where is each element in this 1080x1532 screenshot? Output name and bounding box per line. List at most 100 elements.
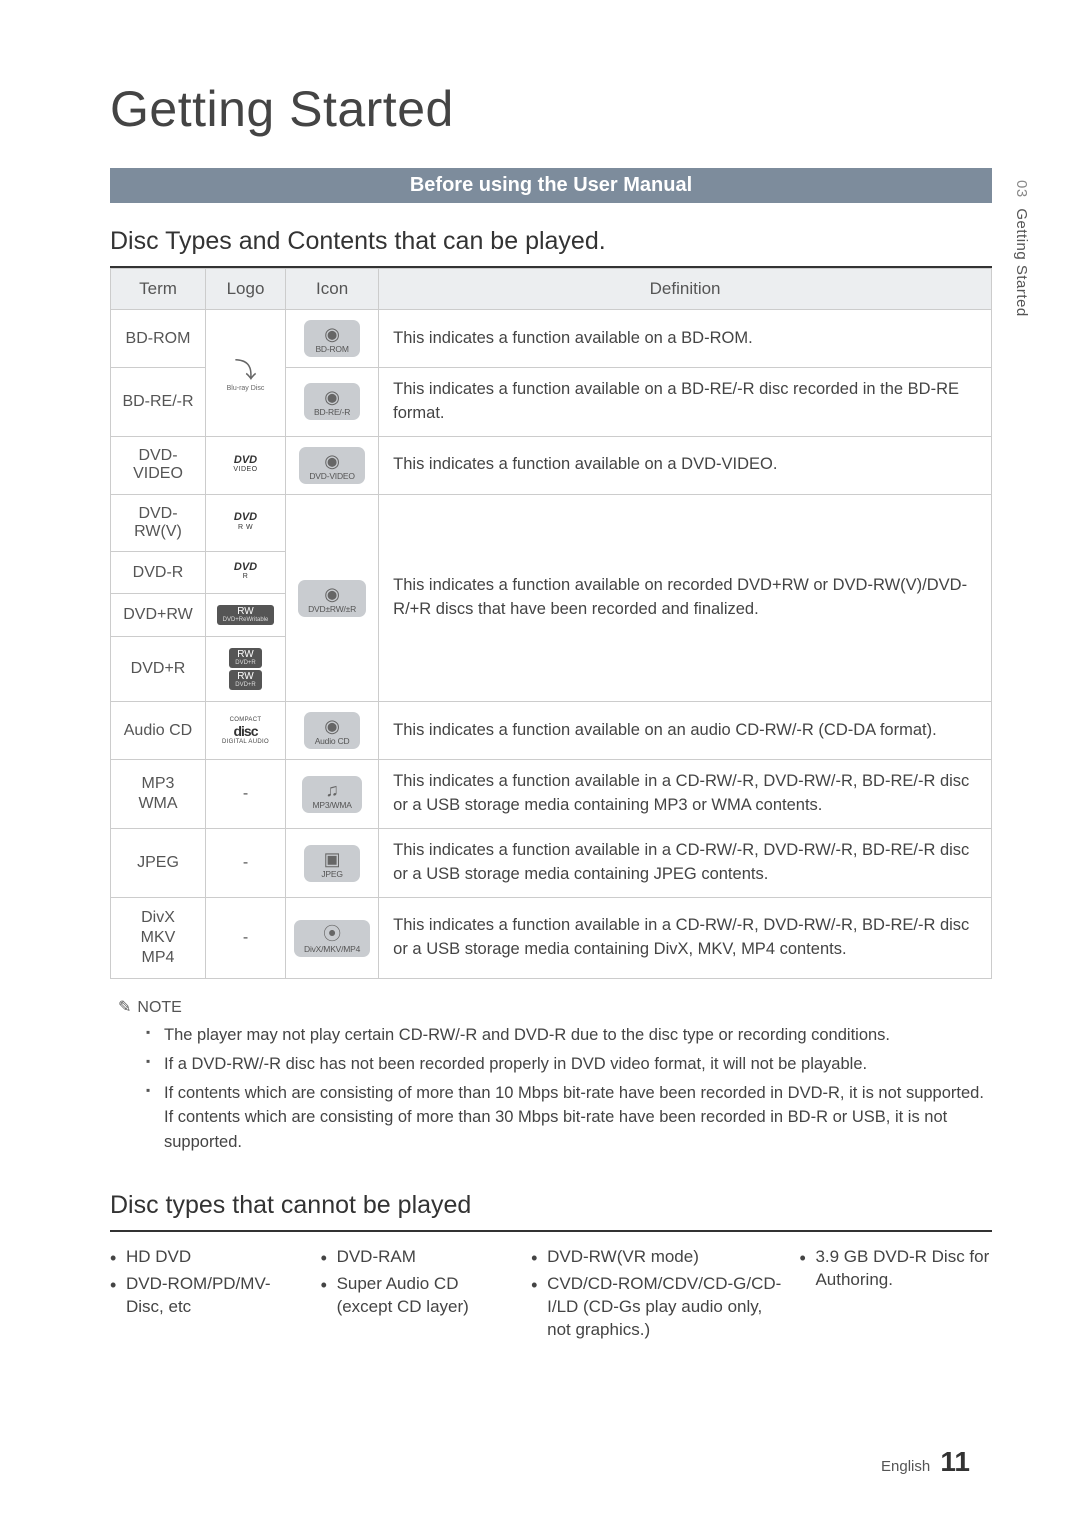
- cell-logo-dash: -: [206, 829, 286, 898]
- icon-label: BD-RE/-R: [314, 407, 350, 417]
- cell-term: BD-RE/-R: [111, 368, 206, 437]
- side-tab-label: Getting Started: [1013, 208, 1030, 316]
- cell-term: Audio CD: [111, 702, 206, 760]
- disc-icon: ◉DVD-VIDEO: [299, 447, 364, 484]
- pencil-icon: ✎: [118, 999, 131, 1016]
- cell-icon: ◉ BD-ROM: [286, 310, 379, 368]
- disc-glyph: ◉: [324, 585, 340, 603]
- icon-label: MP3/WMA: [312, 800, 351, 810]
- cell-icon: ◉BD-RE/-R: [286, 368, 379, 437]
- logo-sub: VIDEO: [233, 466, 257, 473]
- list-item: 3.9 GB DVD-R Disc for Authoring.: [799, 1246, 992, 1292]
- cell-term: DVD+RW: [111, 594, 206, 637]
- disc-glyph: ◉: [324, 325, 340, 343]
- disc-glyph: ◉: [324, 388, 340, 406]
- cell-logo-dvd-plus-r: RWDVD+R RWDVD+R: [206, 637, 286, 702]
- dvd-logo: DVDVIDEO: [233, 455, 257, 474]
- th-logo: Logo: [206, 269, 286, 310]
- disc-icon: ◉ BD-ROM: [304, 320, 360, 357]
- cell-definition: This indicates a function available in a…: [379, 898, 992, 979]
- icon-label: DivX/MKV/MP4: [304, 944, 360, 954]
- list-item: DVD-RAM: [321, 1246, 514, 1269]
- side-tab-number: 03: [1013, 180, 1030, 198]
- disc-types-table: Term Logo Icon Definition BD-ROM ⤵ Blu-r…: [110, 268, 992, 979]
- table-row: Audio CD COMPACT disc DIGITAL AUDIO ◉Aud…: [111, 702, 992, 760]
- cell-term: JPEG: [111, 829, 206, 898]
- page-number: 11: [940, 1446, 970, 1477]
- th-definition: Definition: [379, 269, 992, 310]
- icon-label: JPEG: [321, 869, 342, 879]
- list-item: CVD/CD-ROM/CDV/CD-G/CD-I/LD (CD-Gs play …: [531, 1273, 781, 1342]
- page-title: Getting Started: [110, 80, 992, 138]
- cell-definition: This indicates a function available on a…: [379, 436, 992, 494]
- note-heading: ✎ NOTE: [118, 997, 992, 1017]
- note-item: If a DVD-RW/-R disc has not been recorde…: [146, 1052, 992, 1077]
- cell-term: DVD-R: [111, 551, 206, 594]
- subtitle-cannot-play: Disc types that cannot be played: [110, 1191, 992, 1220]
- cell-definition: This indicates a function available on r…: [379, 494, 992, 702]
- badge-sub: DVD+R: [235, 682, 256, 688]
- cell-logo-dvd-plus-rw: RWDVD+ReWritable: [206, 594, 286, 637]
- cell-term: DVD+R: [111, 637, 206, 702]
- cell-logo-dash: -: [206, 760, 286, 829]
- rw-badge: RWDVD+R: [229, 648, 262, 668]
- photo-glyph: ▣: [324, 850, 341, 868]
- divider: [110, 1230, 992, 1232]
- cell-logo-dvd-rw: DVDR W: [206, 494, 286, 551]
- cell-icon: ⦿DivX/MKV/MP4: [286, 898, 379, 979]
- list-item: DVD-RW(VR mode): [531, 1246, 781, 1269]
- list-item: DVD-ROM/PD/MV-Disc, etc: [110, 1273, 303, 1319]
- cell-logo-dvd-video: DVDVIDEO: [206, 436, 286, 494]
- section-banner: Before using the User Manual: [110, 168, 992, 203]
- th-icon: Icon: [286, 269, 379, 310]
- cd-logo-main: disc: [214, 723, 277, 739]
- cannot-col-1: HD DVD DVD-ROM/PD/MV-Disc, etc: [110, 1246, 303, 1346]
- video-icon: ⦿DivX/MKV/MP4: [294, 920, 370, 957]
- disc-icon: ◉BD-RE/-R: [304, 383, 360, 420]
- footer-language: English: [881, 1458, 930, 1475]
- cannot-col-4: 3.9 GB DVD-R Disc for Authoring.: [799, 1246, 992, 1346]
- badge-main: RW: [237, 671, 253, 682]
- subtitle-disc-types-playable: Disc Types and Contents that can be play…: [110, 227, 992, 256]
- rw-badge: RWDVD+R: [229, 670, 262, 690]
- icon-label: DVD-VIDEO: [309, 471, 354, 481]
- cell-icon: ◉DVD±RW/±R: [286, 494, 379, 702]
- table-row: BD-ROM ⤵ Blu-ray Disc ◉ BD-ROM This indi…: [111, 310, 992, 368]
- logo-main: DVD: [234, 454, 257, 466]
- cd-logo-sub: DIGITAL AUDIO: [214, 739, 277, 745]
- cell-term: BD-ROM: [111, 310, 206, 368]
- icon-label: Audio CD: [315, 736, 350, 746]
- cell-definition: This indicates a function available on a…: [379, 702, 992, 760]
- list-item: Super Audio CD (except CD layer): [321, 1273, 514, 1319]
- note-list: The player may not play certain CD-RW/-R…: [118, 1023, 992, 1155]
- cannot-col-2: DVD-RAM Super Audio CD (except CD layer): [321, 1246, 514, 1346]
- cannot-col-3: DVD-RW(VR mode) CVD/CD-ROM/CDV/CD-G/CD-I…: [531, 1246, 781, 1346]
- cell-definition: This indicates a function available on a…: [379, 368, 992, 437]
- cell-icon: ▣JPEG: [286, 829, 379, 898]
- cell-icon: ◉Audio CD: [286, 702, 379, 760]
- note-item: The player may not play certain CD-RW/-R…: [146, 1023, 992, 1048]
- film-glyph: ⦿: [323, 925, 341, 943]
- cell-definition: This indicates a function available in a…: [379, 829, 992, 898]
- disc-icon: ◉DVD±RW/±R: [298, 580, 366, 617]
- badge-sub: DVD+R: [235, 660, 256, 666]
- table-row: JPEG - ▣JPEG This indicates a function a…: [111, 829, 992, 898]
- page-footer: English 11: [881, 1446, 970, 1478]
- table-row: DVD-VIDEO DVDVIDEO ◉DVD-VIDEO This indic…: [111, 436, 992, 494]
- photo-icon: ▣JPEG: [304, 845, 360, 882]
- music-icon: ♫MP3/WMA: [302, 776, 361, 813]
- badge-main: RW: [237, 649, 253, 660]
- list-item: HD DVD: [110, 1246, 303, 1269]
- side-tab: 03 Getting Started: [1013, 180, 1030, 317]
- bluray-disc-icon: ⤵: [234, 358, 256, 383]
- cell-term: DivX MKV MP4: [111, 898, 206, 979]
- cell-logo-dvd-r: DVDR: [206, 551, 286, 594]
- cell-definition: This indicates a function available on a…: [379, 310, 992, 368]
- note-label: NOTE: [137, 999, 181, 1016]
- cell-icon: ◉DVD-VIDEO: [286, 436, 379, 494]
- logo-sub: R: [234, 573, 257, 580]
- rw-badge: RWDVD+ReWritable: [217, 605, 275, 625]
- cell-term: DVD-VIDEO: [111, 436, 206, 494]
- cell-logo-dash: -: [206, 898, 286, 979]
- cell-term: MP3 WMA: [111, 760, 206, 829]
